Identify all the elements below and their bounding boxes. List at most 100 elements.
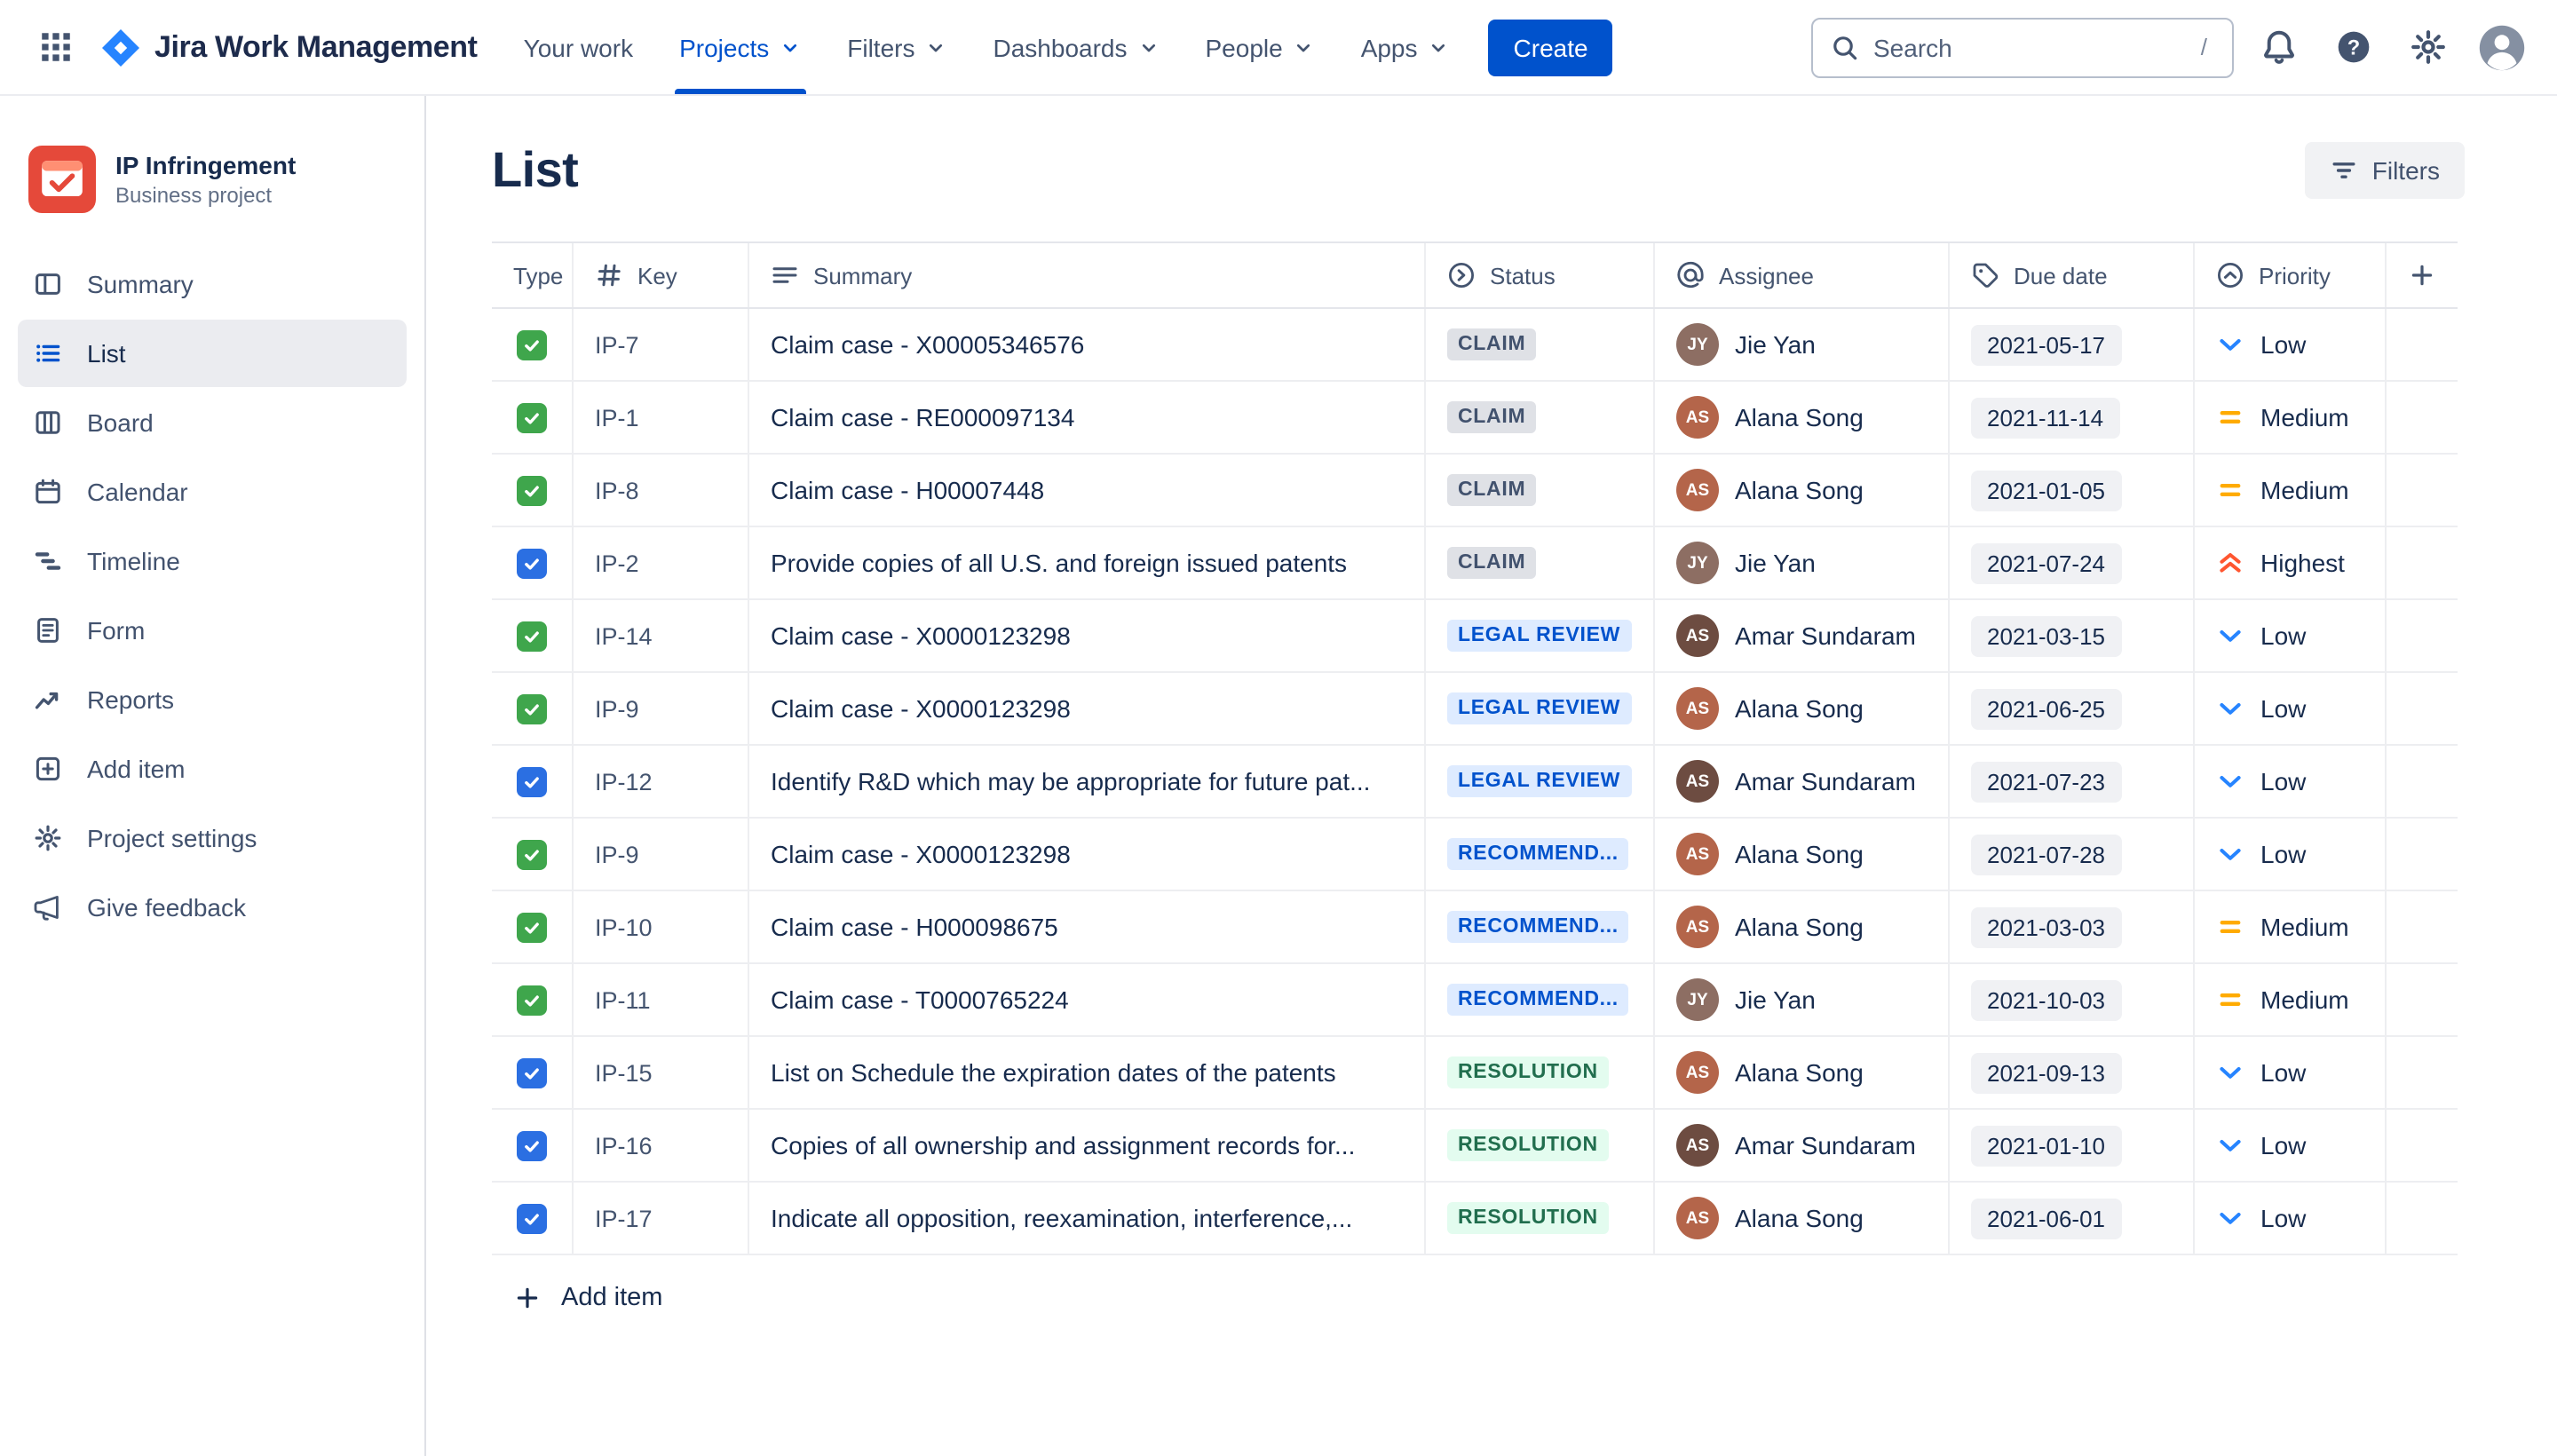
task-icon[interactable] bbox=[517, 839, 547, 869]
settings-button[interactable] bbox=[2397, 17, 2458, 77]
priority-cell[interactable]: Low bbox=[2195, 1037, 2387, 1108]
issue-summary[interactable]: Claim case - X0000123298 bbox=[771, 840, 1071, 868]
nav-item-apps[interactable]: Apps bbox=[1343, 0, 1468, 94]
add-item-button[interactable]: Add item bbox=[492, 1284, 662, 1312]
task-icon[interactable] bbox=[517, 985, 547, 1015]
priority-cell[interactable]: Medium bbox=[2195, 455, 2387, 526]
sidebar-item-give-feedback[interactable]: Give feedback bbox=[18, 874, 407, 941]
issue-summary[interactable]: Identify R&D which may be appropriate fo… bbox=[771, 767, 1371, 795]
due-date-chip[interactable]: 2021-07-24 bbox=[1971, 542, 2121, 583]
due-date-chip[interactable]: 2021-07-28 bbox=[1971, 834, 2121, 874]
status-lozenge[interactable]: RECOMMEND... bbox=[1447, 984, 1629, 1016]
assignee-cell[interactable]: AS Alana Song bbox=[1655, 1037, 1950, 1108]
status-lozenge[interactable]: CLAIM bbox=[1447, 474, 1537, 506]
assignee-cell[interactable]: AS Alana Song bbox=[1655, 819, 1950, 890]
nav-item-filters[interactable]: Filters bbox=[829, 0, 964, 94]
priority-cell[interactable]: Low bbox=[2195, 1183, 2387, 1254]
assignee-cell[interactable]: AS Alana Song bbox=[1655, 455, 1950, 526]
column-header-type[interactable]: Type bbox=[492, 243, 574, 307]
notifications-button[interactable] bbox=[2248, 17, 2308, 77]
table-row[interactable]: IP-14 Claim case - X0000123298 LEGAL REVIE… bbox=[492, 600, 2458, 673]
due-date-chip[interactable]: 2021-06-25 bbox=[1971, 688, 2121, 729]
assignee-cell[interactable]: AS Alana Song bbox=[1655, 891, 1950, 962]
checkbox-checked-icon[interactable] bbox=[517, 766, 547, 796]
status-lozenge[interactable]: LEGAL REVIEW bbox=[1447, 620, 1632, 652]
due-date-chip[interactable]: 2021-01-05 bbox=[1971, 470, 2121, 510]
status-lozenge[interactable]: LEGAL REVIEW bbox=[1447, 692, 1632, 724]
issue-summary[interactable]: Claim case - X00005346576 bbox=[771, 330, 1085, 359]
create-button[interactable]: Create bbox=[1488, 19, 1613, 75]
task-icon[interactable] bbox=[517, 475, 547, 505]
priority-cell[interactable]: Low bbox=[2195, 309, 2387, 380]
assignee-cell[interactable]: AS Alana Song bbox=[1655, 673, 1950, 744]
assignee-cell[interactable]: JY Jie Yan bbox=[1655, 527, 1950, 598]
issue-summary[interactable]: Indicate all opposition, reexamination, … bbox=[771, 1204, 1353, 1232]
checkbox-checked-icon[interactable] bbox=[517, 1057, 547, 1088]
help-button[interactable]: ? bbox=[2323, 17, 2383, 77]
priority-cell[interactable]: Low bbox=[2195, 673, 2387, 744]
sidebar-item-add-item[interactable]: Add item bbox=[18, 735, 407, 803]
priority-cell[interactable]: Medium bbox=[2195, 382, 2387, 453]
table-row[interactable]: IP-10 Claim case - H000098675 RECOMMEND...… bbox=[492, 891, 2458, 964]
priority-cell[interactable]: Medium bbox=[2195, 891, 2387, 962]
due-date-chip[interactable]: 2021-07-23 bbox=[1971, 761, 2121, 802]
column-header-summary[interactable]: Summary bbox=[749, 243, 1426, 307]
table-row[interactable]: IP-11 Claim case - T0000765224 RECOMMEND..… bbox=[492, 964, 2458, 1037]
task-icon[interactable] bbox=[517, 329, 547, 360]
sidebar-item-reports[interactable]: Reports bbox=[18, 666, 407, 733]
priority-cell[interactable]: Low bbox=[2195, 600, 2387, 671]
sidebar-item-form[interactable]: Form bbox=[18, 597, 407, 664]
nav-item-projects[interactable]: Projects bbox=[661, 0, 819, 94]
assignee-cell[interactable]: AS Alana Song bbox=[1655, 382, 1950, 453]
status-lozenge[interactable]: CLAIM bbox=[1447, 328, 1537, 360]
issue-summary[interactable]: Claim case - H00007448 bbox=[771, 476, 1045, 504]
due-date-chip[interactable]: 2021-03-03 bbox=[1971, 906, 2121, 947]
checkbox-checked-icon[interactable] bbox=[517, 1130, 547, 1160]
issue-summary[interactable]: Claim case - X0000123298 bbox=[771, 694, 1071, 723]
assignee-cell[interactable]: AS Alana Song bbox=[1655, 1183, 1950, 1254]
column-header-assignee[interactable]: Assignee bbox=[1655, 243, 1950, 307]
task-icon[interactable] bbox=[517, 402, 547, 432]
due-date-chip[interactable]: 2021-11-14 bbox=[1971, 397, 2120, 438]
task-icon[interactable] bbox=[517, 693, 547, 724]
table-row[interactable]: IP-15 List on Schedule the expiration dat… bbox=[492, 1037, 2458, 1110]
table-row[interactable]: IP-1 Claim case - RE000097134 CLAIM AS Alana… bbox=[492, 382, 2458, 455]
column-header-add-column[interactable] bbox=[2387, 243, 2458, 307]
due-date-chip[interactable]: 2021-03-15 bbox=[1971, 615, 2121, 656]
column-header-key[interactable]: Key bbox=[574, 243, 749, 307]
search-box[interactable]: / bbox=[1811, 17, 2234, 77]
table-row[interactable]: IP-16 Copies of all ownership and assignm… bbox=[492, 1110, 2458, 1183]
assignee-cell[interactable]: AS Amar Sundaram bbox=[1655, 746, 1950, 817]
due-date-chip[interactable]: 2021-09-13 bbox=[1971, 1052, 2121, 1093]
status-lozenge[interactable]: LEGAL REVIEW bbox=[1447, 765, 1632, 797]
sidebar-item-calendar[interactable]: Calendar bbox=[18, 458, 407, 526]
table-row[interactable]: IP-17 Indicate all opposition, reexaminat… bbox=[492, 1183, 2458, 1255]
sidebar-item-board[interactable]: Board bbox=[18, 389, 407, 456]
priority-cell[interactable]: Low bbox=[2195, 819, 2387, 890]
assignee-cell[interactable]: JY Jie Yan bbox=[1655, 309, 1950, 380]
nav-item-people[interactable]: People bbox=[1188, 0, 1333, 94]
issue-summary[interactable]: List on Schedule the expiration dates of… bbox=[771, 1058, 1336, 1087]
search-input[interactable] bbox=[1873, 33, 2176, 61]
sidebar-item-project-settings[interactable]: Project settings bbox=[18, 804, 407, 872]
column-header-due-date[interactable]: Due date bbox=[1950, 243, 2195, 307]
issue-summary[interactable]: Claim case - H000098675 bbox=[771, 913, 1058, 941]
app-switcher-button[interactable] bbox=[25, 17, 85, 77]
status-lozenge[interactable]: RESOLUTION bbox=[1447, 1129, 1609, 1161]
table-row[interactable]: IP-2 Provide copies of all U.S. and forei… bbox=[492, 527, 2458, 600]
assignee-cell[interactable]: AS Amar Sundaram bbox=[1655, 1110, 1950, 1181]
column-header-priority[interactable]: Priority bbox=[2195, 243, 2387, 307]
profile-button[interactable] bbox=[2472, 17, 2532, 77]
nav-item-dashboards[interactable]: Dashboards bbox=[976, 0, 1177, 94]
table-row[interactable]: IP-8 Claim case - H00007448 CLAIM AS Alana S… bbox=[492, 455, 2458, 527]
due-date-chip[interactable]: 2021-01-10 bbox=[1971, 1125, 2121, 1166]
task-icon[interactable] bbox=[517, 621, 547, 651]
filters-button[interactable]: Filters bbox=[2304, 142, 2465, 199]
issue-summary[interactable]: Claim case - X0000123298 bbox=[771, 621, 1071, 650]
issue-summary[interactable]: Copies of all ownership and assignment r… bbox=[771, 1131, 1356, 1159]
issue-summary[interactable]: Claim case - T0000765224 bbox=[771, 985, 1069, 1014]
due-date-chip[interactable]: 2021-10-03 bbox=[1971, 979, 2121, 1020]
status-lozenge[interactable]: RESOLUTION bbox=[1447, 1202, 1609, 1234]
nav-item-your-work[interactable]: Your work bbox=[506, 0, 652, 94]
assignee-cell[interactable]: AS Amar Sundaram bbox=[1655, 600, 1950, 671]
